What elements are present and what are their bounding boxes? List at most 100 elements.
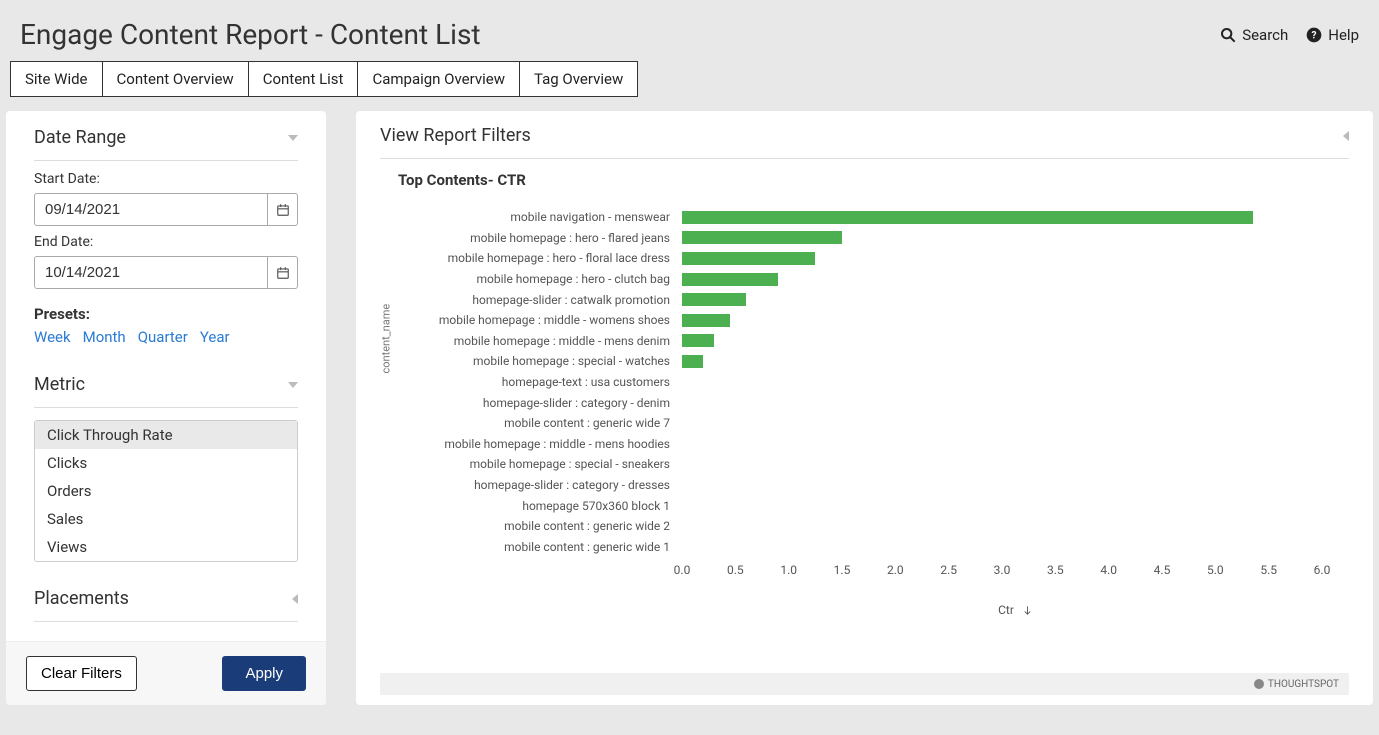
search-link[interactable]: Search: [1220, 26, 1288, 44]
x-tick: 3.0: [994, 563, 1011, 577]
x-tick: 5.0: [1207, 563, 1224, 577]
calendar-icon: [276, 266, 290, 280]
clear-filters-button[interactable]: Clear Filters: [26, 656, 137, 691]
chart-row: mobile homepage : hero - flared jeans: [398, 228, 1349, 249]
chart-row-label: homepage 570x360 block 1: [398, 499, 682, 513]
start-date-input[interactable]: [34, 193, 268, 226]
chart-row: homepage-text : usa customers: [398, 372, 1349, 393]
start-date-picker-button[interactable]: [268, 193, 298, 226]
x-tick: 6.0: [1314, 563, 1331, 577]
x-tick: 2.0: [887, 563, 904, 577]
content-area: View Report Filters Top Contents- CTR co…: [356, 111, 1373, 705]
content-header-title: View Report Filters: [380, 125, 531, 146]
x-tick: 1.0: [780, 563, 797, 577]
preset-week[interactable]: Week: [34, 328, 71, 346]
chart-row: homepage-slider : category - dresses: [398, 475, 1349, 496]
x-tick: 0.0: [674, 563, 691, 577]
collapse-icon[interactable]: [1343, 131, 1349, 141]
chart-row-label: mobile homepage : hero - clutch bag: [398, 272, 682, 286]
help-label: Help: [1328, 26, 1359, 44]
chart-row-label: mobile navigation - menswear: [398, 210, 682, 224]
metric-option[interactable]: Views: [35, 533, 297, 561]
chart-row: mobile homepage : special - sneakers: [398, 454, 1349, 475]
metric-title: Metric: [34, 374, 85, 395]
chart-row-label: mobile content : generic wide 1: [398, 540, 682, 554]
x-tick: 3.5: [1047, 563, 1064, 577]
preset-month[interactable]: Month: [83, 328, 126, 346]
apply-button[interactable]: Apply: [222, 656, 306, 691]
tab-content-overview[interactable]: Content Overview: [103, 61, 249, 97]
chevron-left-icon: [292, 594, 298, 604]
tabs: Site WideContent OverviewContent ListCam…: [0, 61, 1379, 111]
chart-row: mobile content : generic wide 7: [398, 413, 1349, 434]
metric-option[interactable]: Clicks: [35, 449, 297, 477]
chart-row: mobile homepage : middle - mens hoodies: [398, 434, 1349, 455]
preset-year[interactable]: Year: [200, 328, 230, 346]
tab-tag-overview[interactable]: Tag Overview: [520, 61, 638, 97]
chart-bar[interactable]: [682, 273, 778, 286]
tab-content-list[interactable]: Content List: [249, 61, 359, 97]
chart-row: mobile content : generic wide 1: [398, 537, 1349, 558]
chart-bar[interactable]: [682, 211, 1253, 224]
chart-row: mobile homepage : hero - clutch bag: [398, 269, 1349, 290]
chart-bar[interactable]: [682, 314, 730, 327]
chart-row: mobile navigation - menswear: [398, 207, 1349, 228]
y-axis-label: content_name: [380, 304, 393, 374]
chart-row-label: homepage-text : usa customers: [398, 375, 682, 389]
chart-row: homepage-slider : category - denim: [398, 392, 1349, 413]
sort-down-icon: [1022, 605, 1033, 616]
metric-option[interactable]: Sales: [35, 505, 297, 533]
metric-header[interactable]: Metric: [34, 368, 298, 401]
date-range-header[interactable]: Date Range: [34, 121, 298, 154]
chart-bar[interactable]: [682, 334, 714, 347]
date-range-title: Date Range: [34, 127, 126, 148]
start-date-label: Start Date:: [34, 171, 298, 187]
chart-bar[interactable]: [682, 231, 842, 244]
metric-option[interactable]: Orders: [35, 477, 297, 505]
chart-row: mobile homepage : hero - floral lace dre…: [398, 248, 1349, 269]
x-tick: 0.5: [727, 563, 744, 577]
end-date-input[interactable]: [34, 256, 268, 289]
placements-header[interactable]: Placements: [34, 582, 298, 615]
tab-site-wide[interactable]: Site Wide: [10, 61, 103, 97]
svg-text:?: ?: [1312, 30, 1317, 41]
chart-row-label: homepage-slider : category - dresses: [398, 478, 682, 492]
chart-row-label: mobile homepage : hero - flared jeans: [398, 231, 682, 245]
tab-campaign-overview[interactable]: Campaign Overview: [358, 61, 520, 97]
chart-row-label: mobile homepage : middle - mens denim: [398, 334, 682, 348]
chart-bar[interactable]: [682, 252, 815, 265]
chart-title: Top Contents- CTR: [398, 171, 1349, 189]
end-date-label: End Date:: [34, 234, 298, 250]
page-title: Engage Content Report - Content List: [20, 18, 481, 51]
search-icon: [1220, 27, 1236, 43]
chart-row: mobile content : generic wide 2: [398, 516, 1349, 537]
x-tick: 4.5: [1154, 563, 1171, 577]
chevron-down-icon: [288, 382, 298, 388]
chart-row: mobile homepage : middle - mens denim: [398, 331, 1349, 352]
chart-row-label: mobile homepage : middle - mens hoodies: [398, 437, 682, 451]
sidebar: Date Range Start Date: End Date:: [6, 111, 326, 705]
chart-row: mobile homepage : middle - womens shoes: [398, 310, 1349, 331]
metric-option[interactable]: Click Through Rate: [35, 421, 297, 449]
chart-row-label: mobile homepage : hero - floral lace dre…: [398, 251, 682, 265]
chart-row-label: homepage-slider : category - denim: [398, 396, 682, 410]
chart-row: homepage-slider : catwalk promotion: [398, 289, 1349, 310]
x-axis-label: Ctr: [682, 603, 1349, 617]
x-axis-text: Ctr: [998, 603, 1014, 617]
placements-title: Placements: [34, 588, 129, 609]
end-date-picker-button[interactable]: [268, 256, 298, 289]
x-tick: 4.0: [1100, 563, 1117, 577]
metric-list: Click Through RateClicksOrdersSalesViews: [34, 420, 298, 562]
chart-bar[interactable]: [682, 355, 703, 368]
chart-row-label: mobile content : generic wide 7: [398, 416, 682, 430]
chart-row-label: mobile homepage : special - watches: [398, 354, 682, 368]
chart-bar[interactable]: [682, 293, 746, 306]
x-tick: 2.5: [940, 563, 957, 577]
preset-quarter[interactable]: Quarter: [138, 328, 188, 346]
vendor-label: THOUGHTSPOT: [1268, 679, 1339, 690]
chart-row: homepage 570x360 block 1: [398, 495, 1349, 516]
x-tick: 1.5: [834, 563, 851, 577]
chart-row-label: homepage-slider : catwalk promotion: [398, 293, 682, 307]
thoughtspot-icon: [1254, 679, 1264, 689]
help-link[interactable]: ? Help: [1306, 26, 1359, 44]
